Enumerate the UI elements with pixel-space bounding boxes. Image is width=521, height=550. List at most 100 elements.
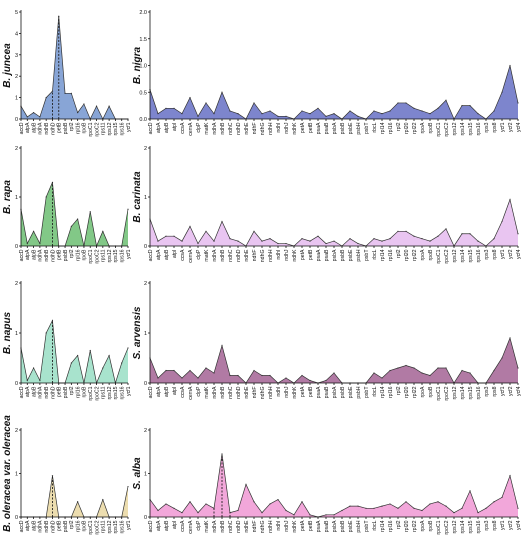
x-tick-label: rpl16 bbox=[75, 249, 81, 261]
x-tick-label: psaB bbox=[324, 122, 330, 134]
data-point bbox=[108, 354, 110, 357]
x-tick-label: psaA bbox=[316, 520, 322, 532]
x-tick-label: ndhG bbox=[260, 521, 266, 534]
x-tick-label: ndhF bbox=[252, 521, 258, 533]
x-tick-label: cemA bbox=[188, 249, 194, 263]
data-point bbox=[429, 240, 431, 242]
data-point bbox=[357, 505, 359, 507]
data-point bbox=[77, 354, 79, 357]
x-tick-label: rpl20 bbox=[404, 249, 410, 261]
x-tick-label: ndhI bbox=[276, 123, 282, 133]
x-tick-label: psbE bbox=[348, 122, 354, 134]
x-tick-label: ccsA bbox=[180, 520, 186, 532]
x-tick-label: ndhI bbox=[276, 387, 282, 397]
x-tick-label: rpoC2 bbox=[94, 122, 100, 136]
data-point bbox=[127, 208, 129, 210]
x-tick-label: ycf4 bbox=[516, 249, 521, 259]
x-tick-label: rpoA bbox=[420, 122, 426, 133]
x-tick-label: petB bbox=[308, 386, 314, 397]
x-tick-label: clpP bbox=[196, 520, 202, 531]
x-tick-label: petB bbox=[308, 520, 314, 531]
x-tick-label: rpoA bbox=[420, 249, 426, 260]
x-tick-label: ndhD bbox=[50, 249, 56, 262]
y-tick-label: 1 bbox=[144, 472, 147, 478]
x-tick-label: psaB bbox=[324, 249, 330, 261]
data-point bbox=[45, 196, 47, 198]
data-point bbox=[165, 107, 167, 109]
data-point bbox=[333, 514, 335, 516]
data-point bbox=[445, 505, 447, 507]
x-tick-label: psbB bbox=[340, 520, 346, 532]
data-point bbox=[517, 102, 519, 104]
x-tick-label: ndhD bbox=[236, 386, 242, 399]
x-tick-label: ndhC bbox=[228, 520, 234, 533]
x-tick-label: psbA bbox=[332, 386, 338, 398]
x-tick-label: petB bbox=[57, 249, 63, 260]
data-point bbox=[70, 92, 72, 94]
x-tick-label: matK bbox=[204, 122, 210, 135]
data-point bbox=[173, 369, 175, 372]
x-tick-label: psbA bbox=[332, 122, 338, 134]
data-point bbox=[413, 235, 415, 237]
data-point bbox=[317, 235, 319, 237]
x-tick-label: ccsA bbox=[180, 122, 186, 134]
data-point bbox=[26, 242, 28, 245]
data-point bbox=[357, 242, 359, 245]
data-point bbox=[51, 319, 54, 322]
data-point bbox=[261, 512, 263, 514]
data-point bbox=[397, 367, 399, 369]
x-tick-label: ndhH bbox=[268, 520, 274, 533]
x-tick-label: psbT bbox=[364, 520, 370, 532]
x-tick-label: ndhI bbox=[276, 521, 282, 531]
x-tick-label: atpI bbox=[172, 387, 178, 396]
data-point bbox=[189, 501, 191, 503]
data-point bbox=[301, 110, 303, 112]
data-point bbox=[253, 369, 255, 372]
data-point bbox=[237, 509, 239, 512]
x-tick-label: ndhH bbox=[268, 386, 274, 399]
data-point bbox=[277, 499, 279, 501]
x-tick-label: psbH bbox=[356, 520, 362, 532]
data-point bbox=[381, 240, 383, 242]
x-tick-label: atpA bbox=[25, 122, 31, 133]
x-tick-label: accD bbox=[19, 122, 25, 134]
x-tick-label: atpA bbox=[156, 386, 162, 397]
x-tick-label: rps3 bbox=[484, 249, 490, 259]
data-point bbox=[501, 357, 503, 359]
y-tick-label: 0 bbox=[15, 117, 18, 123]
x-tick-label: ndhF bbox=[252, 249, 258, 261]
x-tick-label: rps15 bbox=[468, 386, 474, 399]
x-tick-label: rps14 bbox=[460, 386, 466, 399]
x-tick-label: ndhG bbox=[260, 250, 266, 263]
data-point bbox=[39, 116, 41, 118]
x-tick-label: rbcL bbox=[372, 520, 378, 530]
x-tick-label: rpl2 bbox=[396, 249, 402, 258]
x-tick-label: ndhA bbox=[38, 520, 44, 533]
x-tick-label: psbB bbox=[340, 122, 346, 134]
x-tick-label: rps8 bbox=[492, 386, 498, 396]
data-point bbox=[397, 102, 399, 104]
x-tick-label: ndhD bbox=[50, 122, 56, 135]
x-tick-label: rpoB bbox=[428, 122, 434, 133]
x-tick-label: psbA bbox=[332, 520, 338, 532]
data-point bbox=[517, 367, 519, 369]
data-point bbox=[173, 107, 175, 109]
x-tick-label: ndhA bbox=[38, 122, 44, 135]
data-point bbox=[405, 230, 407, 232]
x-tick-label: psbB bbox=[63, 249, 69, 261]
x-tick-label: rps3 bbox=[484, 520, 490, 530]
data-point bbox=[445, 367, 447, 369]
data-point bbox=[173, 507, 175, 509]
x-tick-label: atpB bbox=[31, 122, 37, 133]
y-tick-label: 1 bbox=[144, 195, 147, 201]
x-tick-label: rps12 bbox=[107, 520, 113, 533]
x-tick-label: psbT bbox=[364, 249, 370, 261]
panel-title: B. rapa bbox=[2, 180, 13, 214]
data-point bbox=[301, 501, 303, 503]
x-tick-label: rpoB bbox=[428, 386, 434, 397]
y-tick-label: 1 bbox=[144, 331, 147, 337]
data-point bbox=[373, 110, 375, 112]
x-tick-label: rps16 bbox=[120, 249, 126, 262]
